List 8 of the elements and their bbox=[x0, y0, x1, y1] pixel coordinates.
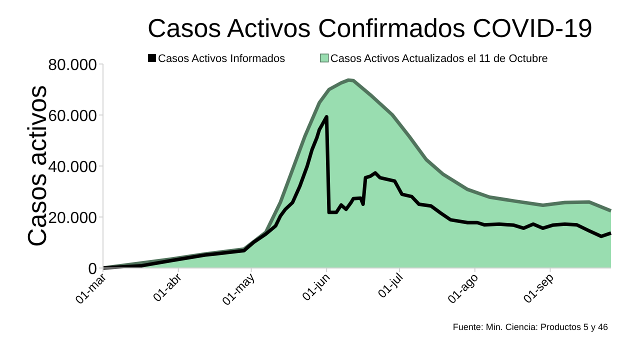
legend-label: Casos Activos Informados bbox=[158, 53, 286, 65]
legend-label: Casos Activos Actualizados el 11 de Octubre bbox=[330, 53, 548, 65]
source-note: Fuente: Min. Ciencia: Productos 5 y 46 bbox=[452, 322, 608, 332]
y-tick-label: 40.000 bbox=[48, 159, 98, 176]
y-tick-label: 80.000 bbox=[48, 57, 98, 74]
chart-title: Casos Activos Confirmados COVID-19 bbox=[147, 13, 593, 43]
y-tick-label: 60.000 bbox=[48, 108, 98, 125]
y-tick-label: 0 bbox=[88, 261, 98, 278]
